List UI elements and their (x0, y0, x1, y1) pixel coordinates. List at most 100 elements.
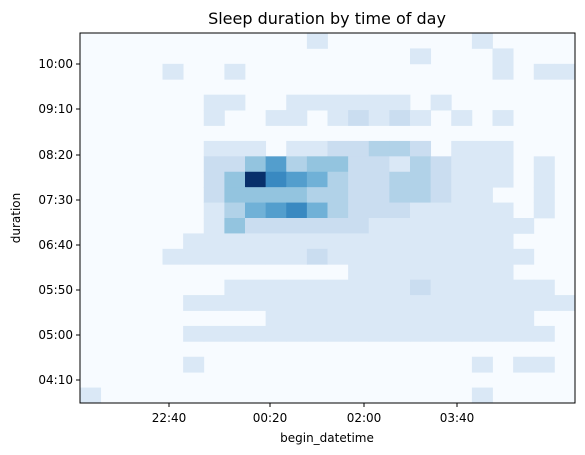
heatmap-cell (389, 326, 410, 342)
heatmap-cell (534, 64, 555, 80)
heatmap-cell (554, 295, 575, 311)
heatmap-cell (554, 64, 575, 80)
heatmap-cell (245, 187, 266, 203)
heatmap-cell (410, 141, 431, 157)
heatmap-cell (163, 249, 184, 265)
heatmap-cell (307, 95, 328, 111)
heatmap-cell (472, 172, 493, 188)
heatmap-cell (245, 172, 266, 188)
heatmap-cell (389, 249, 410, 265)
heatmap-cell (163, 64, 184, 80)
heatmap-cell (245, 326, 266, 342)
heatmap-cell (493, 218, 514, 234)
heatmap-cell (224, 249, 245, 265)
heatmap-cell (389, 187, 410, 203)
heatmap-cell (472, 33, 493, 49)
heatmap-cell (286, 95, 307, 111)
heatmap-cell (286, 203, 307, 219)
heatmap-cell (266, 156, 287, 172)
heatmap-cell (307, 33, 328, 49)
heatmap-cell (513, 218, 534, 234)
heatmap-cell (493, 141, 514, 157)
heatmap-cell (472, 295, 493, 311)
heatmap-cell (224, 233, 245, 249)
heatmap-cell (348, 187, 369, 203)
heatmap-cell (369, 156, 390, 172)
heatmap-cell (410, 233, 431, 249)
heatmap-cell (224, 295, 245, 311)
heatmap-cell (328, 218, 349, 234)
heatmap-cell (348, 249, 369, 265)
heatmap-cell (286, 249, 307, 265)
heatmap-cell (245, 280, 266, 296)
heatmap-cell (451, 203, 472, 219)
heatmap-cell (183, 357, 204, 373)
heatmap-cell (224, 218, 245, 234)
heatmap-cell (451, 326, 472, 342)
y-tick-label: 09:10 (38, 102, 73, 116)
heatmap-cell (266, 233, 287, 249)
heatmap-cell (266, 280, 287, 296)
heatmap-cell (534, 187, 555, 203)
heatmap-cell (493, 64, 514, 80)
heatmap-cell (328, 326, 349, 342)
heatmap-cell (451, 187, 472, 203)
heatmap-cell (431, 172, 452, 188)
heatmap-cell (266, 326, 287, 342)
heatmap-cell (493, 156, 514, 172)
heatmap-cell (451, 295, 472, 311)
heatmap-cell (328, 249, 349, 265)
x-axis-label: begin_datetime (280, 431, 374, 445)
heatmap-cell (266, 295, 287, 311)
x-tick-label: 03:40 (440, 411, 475, 425)
heatmap-cell (245, 141, 266, 157)
chart-title: Sleep duration by time of day (208, 9, 446, 28)
heatmap-cell (431, 264, 452, 280)
y-axis-label: duration (9, 193, 23, 244)
heatmap-cell (328, 203, 349, 219)
heatmap-cell (348, 95, 369, 111)
heatmap-cell (369, 295, 390, 311)
heatmap-cell (307, 141, 328, 157)
heatmap-cell (286, 141, 307, 157)
heatmap-cell (348, 218, 369, 234)
heatmap-cell (183, 233, 204, 249)
heatmap-cell (389, 110, 410, 126)
heatmap-cell (451, 264, 472, 280)
heatmap-cell (451, 218, 472, 234)
x-axis: 22:40 00:20 02:00 03:40 (152, 403, 475, 425)
heatmap-cell (431, 218, 452, 234)
heatmap-cell (204, 156, 225, 172)
heatmap-cell (307, 156, 328, 172)
heatmap-cells (80, 33, 575, 403)
heatmap-cell (369, 187, 390, 203)
heatmap-cell (493, 203, 514, 219)
heatmap-cell (286, 172, 307, 188)
heatmap-cell (410, 264, 431, 280)
heatmap-cell (286, 218, 307, 234)
heatmap-cell (245, 249, 266, 265)
heatmap-cell (266, 172, 287, 188)
heatmap-cell (389, 295, 410, 311)
heatmap-cell (224, 141, 245, 157)
heatmap-cell (183, 295, 204, 311)
heatmap-cell (348, 295, 369, 311)
heatmap-cell (369, 264, 390, 280)
heatmap-cell (431, 280, 452, 296)
heatmap-cell (410, 295, 431, 311)
heatmap-cell (472, 249, 493, 265)
heatmap-cell (431, 295, 452, 311)
heatmap-cell (472, 218, 493, 234)
heatmap-cell (410, 187, 431, 203)
heatmap-cell (534, 295, 555, 311)
heatmap-cell (286, 187, 307, 203)
heatmap-cell (266, 311, 287, 327)
heatmap-cell (245, 203, 266, 219)
heatmap-cell (224, 326, 245, 342)
heatmap-cell (286, 233, 307, 249)
heatmap-cell (472, 280, 493, 296)
heatmap-cell (493, 249, 514, 265)
heatmap-cell (245, 233, 266, 249)
heatmap-cell (266, 218, 287, 234)
heatmap-cell (348, 264, 369, 280)
